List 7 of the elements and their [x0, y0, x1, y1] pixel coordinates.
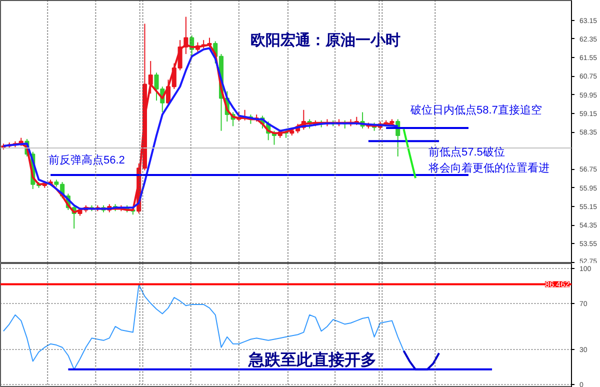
annotation: 破位日内低点58.7直接追空 [410, 104, 542, 116]
annotation: 前低点57.5破位 [428, 146, 505, 158]
text: 欧阳宏通：原油一小时 [250, 31, 400, 49]
annotation: 将会向着更低的位置看进 [428, 162, 550, 174]
ref-line-label: 86.462 [545, 280, 570, 290]
annotation: 急跌至此直接开多 [248, 351, 376, 369]
annotation: 前反弹高点56.2 [48, 154, 125, 166]
